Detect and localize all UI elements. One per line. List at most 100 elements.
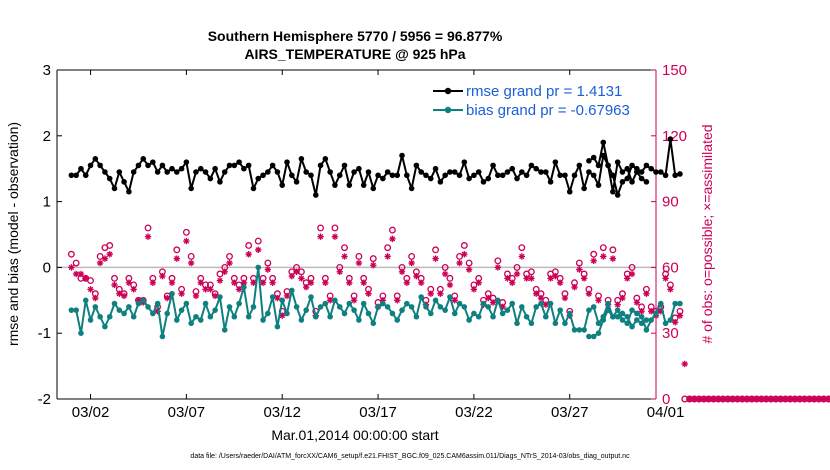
bias-point bbox=[269, 294, 276, 300]
y-tick-label: 0 bbox=[43, 259, 51, 276]
bias-point bbox=[576, 327, 583, 333]
chart-title-line2: AIRS_TEMPERATURE @ 925 hPa bbox=[244, 46, 465, 62]
bias-point bbox=[590, 333, 597, 340]
bias-point bbox=[595, 330, 602, 337]
rmse-point bbox=[586, 169, 592, 175]
obs-assimilated-marker bbox=[528, 275, 535, 282]
y2-tick-label: 60 bbox=[662, 259, 679, 276]
obs-possible-marker bbox=[264, 259, 272, 267]
rmse-point bbox=[475, 169, 482, 175]
obs-possible-marker bbox=[288, 268, 296, 276]
rmse-point bbox=[519, 169, 525, 175]
bias-point bbox=[102, 323, 108, 330]
rmse-point bbox=[629, 162, 635, 169]
bias-point bbox=[284, 310, 290, 317]
obs-possible-marker bbox=[115, 285, 123, 293]
obs-assimilated-marker bbox=[748, 395, 756, 403]
obs-possible-marker bbox=[470, 281, 478, 289]
bias-point bbox=[178, 307, 185, 313]
rmse-point bbox=[226, 162, 233, 169]
bias-point bbox=[130, 313, 137, 320]
bias-point bbox=[605, 307, 611, 313]
rmse-point bbox=[130, 169, 137, 175]
bias-point bbox=[614, 313, 621, 320]
obs-possible-marker bbox=[130, 281, 138, 289]
rmse-point bbox=[614, 159, 621, 165]
obs-possible-marker bbox=[676, 307, 684, 315]
obs-possible-marker bbox=[580, 270, 588, 278]
rmse-point bbox=[284, 159, 290, 165]
obs-possible-marker bbox=[614, 296, 622, 304]
obs-possible-marker bbox=[772, 395, 780, 403]
obs-possible-marker bbox=[777, 395, 785, 403]
obs-possible-marker bbox=[245, 242, 253, 249]
obs-assimilated-marker bbox=[341, 253, 348, 260]
obs-assimilated-marker bbox=[183, 237, 190, 245]
bias-point bbox=[471, 310, 477, 317]
bias-point bbox=[164, 310, 171, 317]
rmse-point bbox=[116, 169, 123, 175]
x-tick-label: 03/12 bbox=[263, 404, 301, 421]
obs-possible-marker bbox=[781, 395, 789, 403]
obs-possible-marker bbox=[801, 395, 809, 403]
obs-possible-marker bbox=[254, 237, 262, 245]
bias-point bbox=[322, 300, 329, 307]
obs-possible-marker bbox=[182, 228, 190, 236]
rmse-point bbox=[370, 185, 377, 192]
rmse-point bbox=[87, 162, 94, 169]
obs-possible-marker bbox=[293, 263, 301, 271]
obs-possible-marker bbox=[690, 395, 698, 403]
bias-point bbox=[542, 313, 549, 320]
rmse-point bbox=[73, 172, 79, 179]
bias-point bbox=[370, 320, 377, 327]
rmse-point bbox=[442, 172, 448, 179]
rmse-point bbox=[619, 179, 626, 185]
bias-point bbox=[638, 320, 645, 327]
bias-point bbox=[648, 317, 655, 323]
rmse-point bbox=[480, 179, 487, 185]
bias-point bbox=[360, 300, 367, 307]
y-axis-label: rmse and bias (model - observation) bbox=[5, 122, 21, 346]
rmse-point bbox=[566, 188, 573, 195]
rmse-point bbox=[365, 169, 372, 175]
obs-possible-marker bbox=[355, 252, 363, 260]
obs-possible-marker bbox=[786, 395, 794, 403]
rmse-point bbox=[202, 169, 209, 175]
bias-point bbox=[533, 304, 539, 310]
obs-possible-marker bbox=[662, 270, 670, 278]
obs-possible-marker bbox=[475, 274, 483, 282]
y2-tick-label: 30 bbox=[662, 325, 679, 342]
rmse-point bbox=[260, 172, 266, 179]
obs-possible-marker bbox=[77, 274, 85, 282]
obs-possible-marker bbox=[700, 395, 708, 403]
bias-point bbox=[485, 304, 492, 310]
obs-assimilated-marker bbox=[389, 235, 396, 243]
bias-point bbox=[221, 327, 228, 333]
bias-point bbox=[250, 304, 257, 310]
obs-possible-marker bbox=[269, 274, 277, 282]
chart-title-line1: Southern Hemisphere 5770 / 5956 = 96.877… bbox=[208, 28, 503, 44]
bias-point bbox=[662, 320, 669, 327]
x-axis-label: Mar.01,2014 00:00:00 start bbox=[271, 427, 438, 443]
rmse-point bbox=[657, 169, 664, 175]
rmse-point bbox=[509, 165, 516, 172]
obs-possible-marker bbox=[163, 292, 171, 300]
obs-possible-marker bbox=[681, 395, 689, 403]
bias-point bbox=[207, 313, 214, 320]
bias-point bbox=[159, 333, 166, 340]
rmse-point bbox=[399, 152, 405, 159]
obs-possible-marker bbox=[379, 292, 387, 300]
rmse-point bbox=[677, 171, 683, 177]
rmse-point bbox=[533, 165, 539, 172]
rmse-point bbox=[269, 162, 276, 169]
y2-tick-label: 120 bbox=[662, 128, 687, 145]
rmse-point bbox=[193, 169, 199, 175]
rmse-point bbox=[360, 182, 367, 188]
x-tick-label: 03/07 bbox=[168, 404, 206, 421]
rmse-point bbox=[384, 169, 391, 175]
rmse-point bbox=[413, 162, 420, 169]
bias-point bbox=[73, 307, 79, 313]
rmse-point bbox=[648, 165, 655, 172]
obs-possible-marker bbox=[796, 395, 804, 403]
